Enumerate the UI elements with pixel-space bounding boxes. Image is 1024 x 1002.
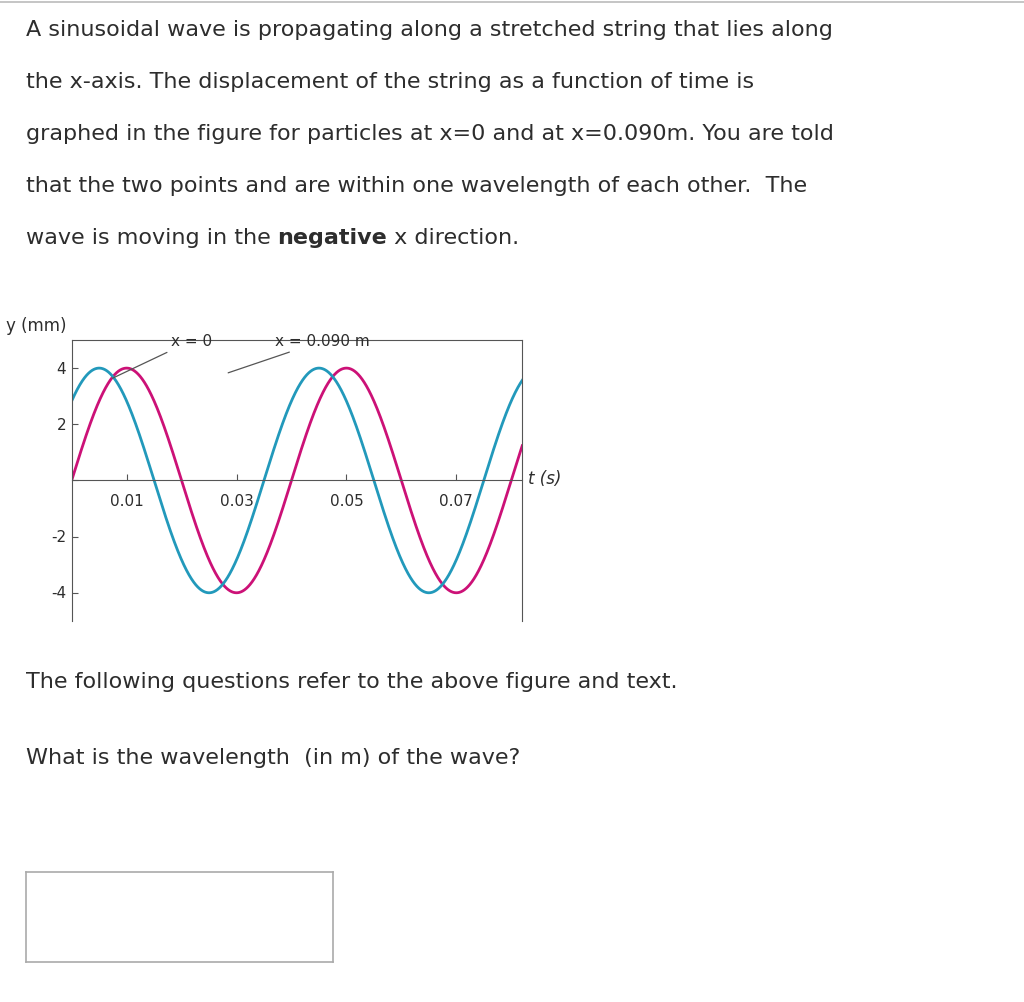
Text: -2: -2 [51, 530, 67, 544]
Text: 2: 2 [56, 418, 67, 432]
Text: 0.05: 0.05 [330, 494, 364, 509]
Text: 0.01: 0.01 [110, 494, 143, 509]
Text: the x-axis. The displacement of the string as a function of time is: the x-axis. The displacement of the stri… [26, 72, 754, 92]
Text: x = 0: x = 0 [113, 334, 212, 379]
Text: 0.07: 0.07 [439, 494, 473, 509]
Text: negative: negative [278, 227, 387, 247]
Text: graphed in the figure for particles at x=0 and at x=0.090m. You are told: graphed in the figure for particles at x… [26, 124, 834, 144]
Text: t (s): t (s) [527, 469, 561, 487]
Text: A sinusoidal wave is propagating along a stretched string that lies along: A sinusoidal wave is propagating along a… [26, 20, 833, 40]
Text: wave is moving in the: wave is moving in the [26, 227, 278, 247]
Text: -4: -4 [51, 586, 67, 600]
Text: The following questions refer to the above figure and text.: The following questions refer to the abo… [26, 671, 677, 691]
Text: 0.03: 0.03 [219, 494, 254, 509]
Text: y (mm): y (mm) [6, 317, 67, 335]
Text: x = 0.090 m: x = 0.090 m [228, 334, 370, 374]
Text: x direction.: x direction. [387, 227, 519, 247]
Text: 4: 4 [56, 362, 67, 376]
Text: that the two points and are within one wavelength of each other.  The: that the two points and are within one w… [26, 175, 807, 195]
Text: What is the wavelength  (in m) of the wave?: What is the wavelength (in m) of the wav… [26, 747, 520, 768]
